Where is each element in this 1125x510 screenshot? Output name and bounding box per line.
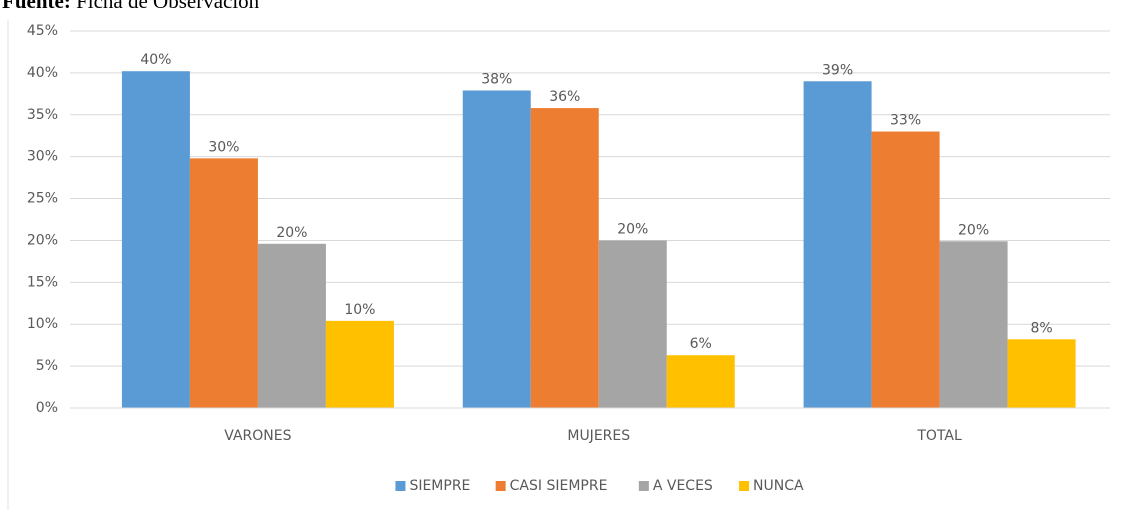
bar [803, 81, 872, 409]
x-tick-label: MUJERES [567, 428, 630, 444]
legend-label: A VECES [653, 478, 713, 494]
bar [257, 243, 326, 408]
data-label: 30% [208, 139, 239, 155]
data-label: 33% [890, 113, 921, 129]
bar [871, 131, 940, 409]
header: Fuente: Ficha de Observación [2, 0, 260, 13]
bar [121, 71, 190, 409]
bar [666, 355, 735, 408]
y-tick-label: 25% [27, 191, 58, 207]
data-label: 10% [344, 302, 375, 318]
legend-swatch [638, 481, 649, 491]
y-tick-label: 20% [27, 232, 58, 248]
y-tick-label: 10% [27, 316, 58, 332]
data-label: 8% [1030, 320, 1052, 336]
data-label: 36% [549, 89, 580, 105]
bar [1007, 339, 1076, 408]
y-tick-label: 5% [36, 358, 58, 374]
data-label: 39% [822, 62, 853, 78]
y-tick-label: 40% [27, 65, 58, 81]
data-label: 40% [140, 52, 171, 68]
data-label: 20% [276, 225, 307, 241]
legend-swatch [395, 481, 406, 491]
legend-label: NUNCA [753, 478, 804, 494]
bar [598, 240, 667, 408]
y-tick-label: 0% [36, 400, 58, 416]
data-label: 20% [958, 222, 989, 238]
legend-label: SIEMPRE [409, 478, 470, 494]
header-text: Ficha de Observación [76, 0, 260, 13]
bar [189, 158, 258, 408]
bar [939, 241, 1008, 408]
bar [462, 90, 531, 408]
bar [530, 108, 599, 408]
x-tick-label: VARONES [224, 428, 291, 444]
x-tick-label: TOTAL [916, 428, 962, 444]
legend-swatch [495, 481, 506, 491]
legend-swatch [739, 481, 750, 491]
bar [325, 320, 394, 408]
data-label: 38% [481, 71, 512, 87]
y-tick-label: 35% [27, 107, 58, 123]
y-tick-label: 30% [27, 149, 58, 165]
header-label: Fuente: [2, 0, 71, 13]
y-tick-label: 45% [27, 23, 58, 39]
data-label: 6% [690, 336, 712, 352]
data-label: 20% [617, 221, 648, 237]
y-tick-label: 15% [27, 274, 58, 290]
legend-label: CASI SIEMPRE [510, 478, 608, 494]
